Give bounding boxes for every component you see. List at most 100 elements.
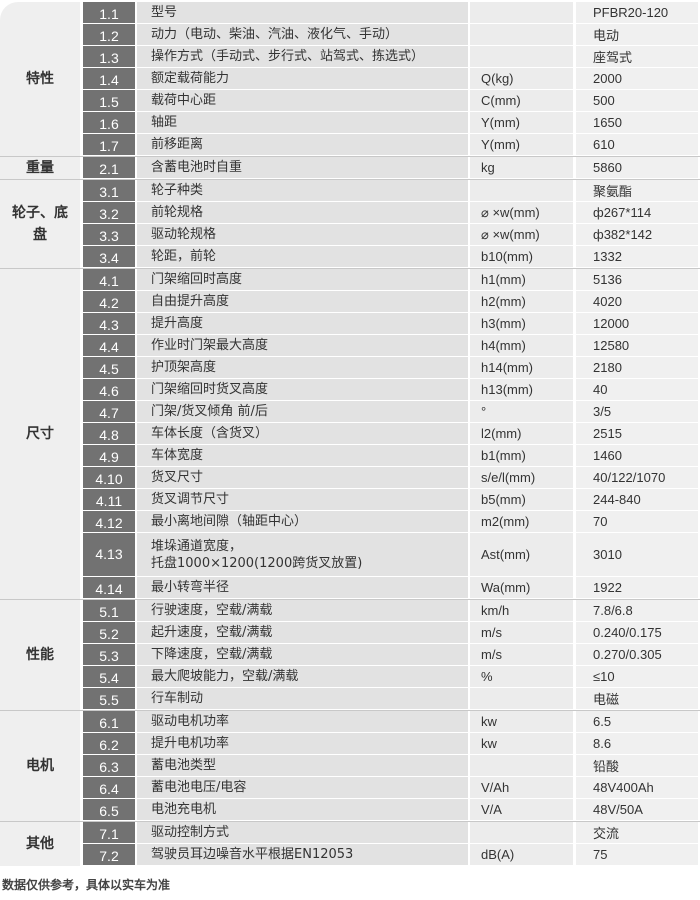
row-value: 40/122/1070 xyxy=(576,467,698,488)
row-number: 5.3 xyxy=(83,644,135,665)
row-name: 驱动轮规格 xyxy=(137,224,468,245)
row-unit: V/Ah xyxy=(470,777,573,798)
row-name: 轮距，前轮 xyxy=(137,246,468,267)
row-name: 驾驶员耳边噪音水平根据EN12053 xyxy=(137,844,468,865)
footnote: 数据仅供参考，具体以实车为准 xyxy=(2,878,171,892)
table-row: 4.4 作业时门架最大高度 h4(mm) 12580 xyxy=(80,335,700,357)
row-unit: dB(A) xyxy=(470,844,573,865)
row-value: 244-840 xyxy=(576,489,698,510)
row-number: 6.5 xyxy=(83,799,135,820)
row-name: 货叉尺寸 xyxy=(137,467,468,488)
category-label: 重量 xyxy=(0,157,80,179)
row-unit: h4(mm) xyxy=(470,335,573,356)
row-unit: Y(mm) xyxy=(470,134,573,155)
row-unit xyxy=(470,755,573,776)
category-label: 尺寸 xyxy=(0,269,80,599)
spec-group: 性能 5.1 行驶速度，空载/满载 km/h 7.8/6.8 5.2 起升速度，空载/满载 m… xyxy=(0,600,700,711)
row-name: 额定载荷能力 xyxy=(137,68,468,89)
row-unit xyxy=(470,46,573,67)
row-value: 12580 xyxy=(576,335,698,356)
row-value: 座驾式 xyxy=(576,46,698,67)
row-number: 4.14 xyxy=(83,577,135,598)
row-value: 4020 xyxy=(576,291,698,312)
row-name: 提升高度 xyxy=(137,313,468,334)
table-row: 5.3 下降速度，空载/满载 m/s 0.270/0.305 xyxy=(80,644,700,666)
row-name: 行车制动 xyxy=(137,688,468,709)
row-unit: l2(mm) xyxy=(470,423,573,444)
row-number: 1.3 xyxy=(83,46,135,67)
row-number: 4.10 xyxy=(83,467,135,488)
row-unit: ⌀ ×w(mm) xyxy=(470,202,573,223)
row-unit: kw xyxy=(470,733,573,754)
row-value: 12000 xyxy=(576,313,698,334)
row-unit: kg xyxy=(470,157,573,178)
row-value: 1922 xyxy=(576,577,698,598)
table-row: 1.6 轴距 Y(mm) 1650 xyxy=(80,112,700,134)
table-row: 4.6 门架缩回时货叉高度 h13(mm) 40 xyxy=(80,379,700,401)
row-value: 1650 xyxy=(576,112,698,133)
row-value: 48V400Ah xyxy=(576,777,698,798)
row-unit: h3(mm) xyxy=(470,313,573,334)
row-number: 6.4 xyxy=(83,777,135,798)
table-row: 5.1 行驶速度，空载/满载 km/h 7.8/6.8 xyxy=(80,600,700,622)
table-row: 7.1 驱动控制方式 交流 xyxy=(80,822,700,844)
row-number: 4.9 xyxy=(83,445,135,466)
row-number: 5.5 xyxy=(83,688,135,709)
group-rows: 7.1 驱动控制方式 交流 7.2 驾驶员耳边噪音水平根据EN12053 dB(A) 75 xyxy=(80,822,700,866)
row-number: 5.4 xyxy=(83,666,135,687)
row-value: 8.6 xyxy=(576,733,698,754)
table-row: 4.2 自由提升高度 h2(mm) 4020 xyxy=(80,291,700,313)
row-unit: s/e/l(mm) xyxy=(470,467,573,488)
row-name: 电池充电机 xyxy=(137,799,468,820)
row-name: 起升速度，空载/满载 xyxy=(137,622,468,643)
row-number: 5.1 xyxy=(83,600,135,621)
row-unit: ⌀ ×w(mm) xyxy=(470,224,573,245)
row-value: 3/5 xyxy=(576,401,698,422)
row-unit: Wa(mm) xyxy=(470,577,573,598)
row-value: 7.8/6.8 xyxy=(576,600,698,621)
row-value: PFBR20-120 xyxy=(576,2,698,23)
row-unit: b5(mm) xyxy=(470,489,573,510)
row-unit: b10(mm) xyxy=(470,246,573,267)
table-row: 1.7 前移距离 Y(mm) 610 xyxy=(80,134,700,156)
row-number: 1.2 xyxy=(83,24,135,45)
row-name: 最小离地间隙（轴距中心） xyxy=(137,511,468,532)
row-name: 货叉调节尺寸 xyxy=(137,489,468,510)
row-unit xyxy=(470,822,573,843)
row-value: 5860 xyxy=(576,157,698,178)
row-unit xyxy=(470,180,573,201)
row-number: 1.6 xyxy=(83,112,135,133)
row-name: 作业时门架最大高度 xyxy=(137,335,468,356)
row-unit: km/h xyxy=(470,600,573,621)
row-value: 交流 xyxy=(576,822,698,843)
row-name: 下降速度，空载/满载 xyxy=(137,644,468,665)
table-row: 4.7 门架/货叉倾角 前/后 ° 3/5 xyxy=(80,401,700,423)
row-number: 7.2 xyxy=(83,844,135,865)
row-value: ф382*142 xyxy=(576,224,698,245)
group-rows: 4.1 门架缩回时高度 h1(mm) 5136 4.2 自由提升高度 h2(mm) 4020 4… xyxy=(80,269,700,599)
table-row: 2.1 含蓄电池时自重 kg 5860 xyxy=(80,157,700,179)
row-number: 4.3 xyxy=(83,313,135,334)
spec-group: 特性 1.1 型号 PFBR20-120 1.2 动力（电动、柴油、汽油、液化气、手动） 电… xyxy=(0,2,700,157)
table-row: 3.2 前轮规格 ⌀ ×w(mm) ф267*114 xyxy=(80,202,700,224)
row-name: 蓄电池类型 xyxy=(137,755,468,776)
row-name: 蓄电池电压/电容 xyxy=(137,777,468,798)
row-value: 2180 xyxy=(576,357,698,378)
row-unit: m/s xyxy=(470,622,573,643)
row-value: 电动 xyxy=(576,24,698,45)
row-number: 3.4 xyxy=(83,246,135,267)
row-number: 4.6 xyxy=(83,379,135,400)
category-label: 轮子、底盘 xyxy=(0,180,80,268)
table-row: 6.1 驱动电机功率 kw 6.5 xyxy=(80,711,700,733)
row-unit: V/A xyxy=(470,799,573,820)
row-unit: % xyxy=(470,666,573,687)
row-number: 4.4 xyxy=(83,335,135,356)
row-value: 2000 xyxy=(576,68,698,89)
row-number: 4.7 xyxy=(83,401,135,422)
row-unit: m/s xyxy=(470,644,573,665)
table-row: 5.5 行车制动 电磁 xyxy=(80,688,700,710)
row-unit xyxy=(470,2,573,23)
row-value: 1332 xyxy=(576,246,698,267)
row-name: 最小转弯半径 xyxy=(137,577,468,598)
row-number: 4.12 xyxy=(83,511,135,532)
